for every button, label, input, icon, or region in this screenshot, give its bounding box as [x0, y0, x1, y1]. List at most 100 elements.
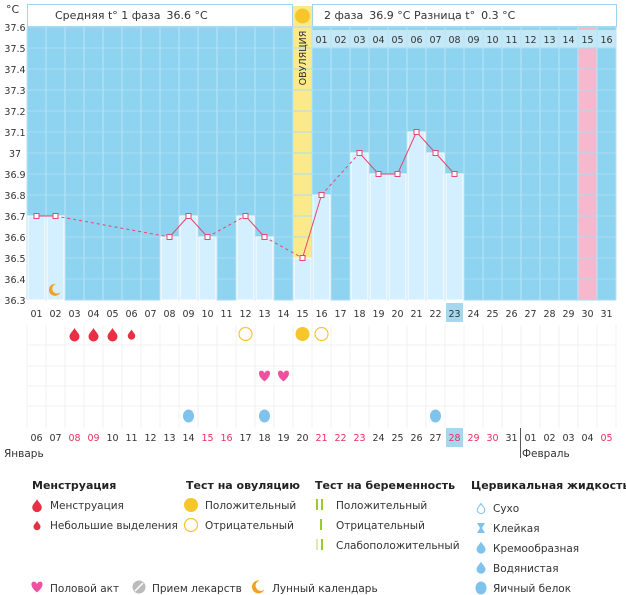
temperature-bar	[27, 215, 46, 301]
cycle-day-label: 15	[581, 35, 593, 46]
cycle-day-label: 14	[562, 35, 574, 46]
legend-ovulation-title: Тест на овуляцию	[186, 479, 300, 492]
calendar-date-label: 17	[239, 433, 251, 444]
day-of-month-label: 21	[410, 309, 422, 320]
temperature-bar	[198, 236, 217, 301]
legend-dry-label: Сухо	[493, 503, 519, 515]
temperature-point	[375, 171, 382, 177]
day-of-month-label: 19	[372, 309, 384, 320]
calendar-date-label: 06	[30, 433, 42, 444]
day-of-month-label: 08	[163, 309, 175, 320]
y-tick-label: 36.3	[4, 296, 25, 307]
legend-pregnancy-positive-icon	[321, 499, 323, 510]
cycle-day-label: 01	[315, 35, 327, 46]
calendar-date-label: 29	[467, 433, 479, 444]
cycle-day-label: 09	[467, 35, 479, 46]
diff-label: Разница t°	[414, 9, 475, 22]
menstruation-drop-icon	[107, 328, 118, 342]
temperature-line	[416, 131, 436, 154]
y-tick-label: 36.7	[4, 212, 25, 223]
cycle-day-label: 06	[410, 35, 422, 46]
temperature-bar	[179, 215, 198, 301]
temperature-line	[359, 152, 379, 175]
legend-ovulation-positive-icon	[184, 498, 198, 512]
day-of-month-label: 17	[334, 309, 346, 320]
temperature-point	[52, 213, 59, 219]
legend-menstruation-icon	[32, 499, 42, 513]
day-of-month-label: 27	[524, 309, 536, 320]
temperature-bar	[426, 152, 445, 301]
legend-watery-icon	[476, 561, 486, 574]
day-of-month-label: 24	[467, 309, 479, 320]
calendar-date-label: 26	[410, 433, 422, 444]
day-of-month-label: 26	[505, 309, 517, 320]
day-of-month-label: 10	[201, 309, 213, 320]
legend-pregnancy-weak-icon	[316, 539, 318, 550]
legend-pregnancy-negative-label: Отрицательный	[336, 520, 425, 532]
calendar-date-label: 27	[429, 433, 441, 444]
month-label: Январь	[4, 448, 44, 460]
cycle-day-label: 11	[505, 35, 517, 46]
calendar-date-label: 03	[562, 433, 574, 444]
legend-spotting-label: Небольшие выделения	[50, 520, 178, 532]
temperature-bar	[369, 173, 388, 301]
phase2-value: 36.9 °C	[369, 9, 410, 22]
calendar-date-label: 19	[277, 433, 289, 444]
temperature-bar	[160, 236, 179, 301]
day-of-month-label: 15	[296, 309, 308, 320]
cycle-day-label: 05	[391, 35, 403, 46]
y-tick-label: 37	[9, 149, 21, 160]
calendar-date-label: 16	[220, 433, 232, 444]
ovulation-test-negative-icon	[238, 326, 253, 342]
intercourse-heart-icon	[277, 370, 290, 382]
diff-value: 0.3 °C	[481, 9, 515, 22]
temperature-point	[413, 129, 420, 135]
temperature-line	[169, 215, 189, 238]
menstruation-drop-icon	[88, 328, 99, 342]
phase1-value: 36.6 °C	[167, 9, 208, 22]
calendar-date-label: 22	[334, 433, 346, 444]
y-tick-label: 37.1	[4, 128, 25, 139]
month-label: Февраль	[522, 448, 570, 460]
calendar-date-label: 12	[144, 433, 156, 444]
legend-watery-label: Водянистая	[493, 563, 559, 575]
legend-menstruation-title: Менструация	[32, 479, 116, 492]
legend-pregnancy-weak-label: Слабоположительный	[336, 540, 460, 552]
calendar-date-label: 25	[391, 433, 403, 444]
day-of-month-label: 18	[353, 309, 365, 320]
cycle-day-label: 03	[353, 35, 365, 46]
menstruation-drop-icon	[127, 329, 136, 340]
legend-pregnancy-positive-icon	[316, 499, 318, 510]
day-of-month-label: 23	[448, 309, 460, 320]
legend-sticky-label: Клейкая	[493, 523, 540, 535]
day-of-month-label: 06	[125, 309, 137, 320]
moon-icon	[48, 283, 61, 296]
day-of-month-label: 22	[429, 309, 441, 320]
day-of-month-label: 16	[315, 309, 327, 320]
calendar-date-label: 23	[353, 433, 365, 444]
calendar-date-label: 28	[448, 433, 460, 444]
temperature-line	[264, 236, 303, 259]
day-of-month-label: 07	[144, 309, 156, 320]
legend-egg-white-icon	[475, 581, 487, 595]
phase1-label: Средняя t° 1 фаза	[55, 9, 161, 22]
legend-cervical-title: Цервикальная жидкость	[471, 479, 626, 492]
y-tick-label: 37.3	[4, 86, 25, 97]
legend-intercourse-icon	[31, 581, 43, 593]
legend-ovulation-negative-icon	[183, 517, 199, 533]
temperature-bar	[255, 236, 274, 301]
temperature-bar	[407, 131, 426, 301]
today-bottom-highlight	[446, 428, 463, 447]
calendar-date-label: 21	[315, 433, 327, 444]
intercourse-heart-icon	[258, 370, 271, 382]
temperature-point	[166, 234, 173, 240]
cycle-day-label: 12	[524, 35, 536, 46]
calendar-date-label: 01	[524, 433, 536, 444]
ovulation-test-negative-icon	[314, 326, 329, 342]
day-of-month-label: 13	[258, 309, 270, 320]
y-tick-label: 36.9	[4, 170, 25, 181]
day-of-month-label: 03	[68, 309, 80, 320]
legend-moon-label: Лунный календарь	[272, 583, 378, 595]
cycle-day-label: 16	[600, 35, 612, 46]
